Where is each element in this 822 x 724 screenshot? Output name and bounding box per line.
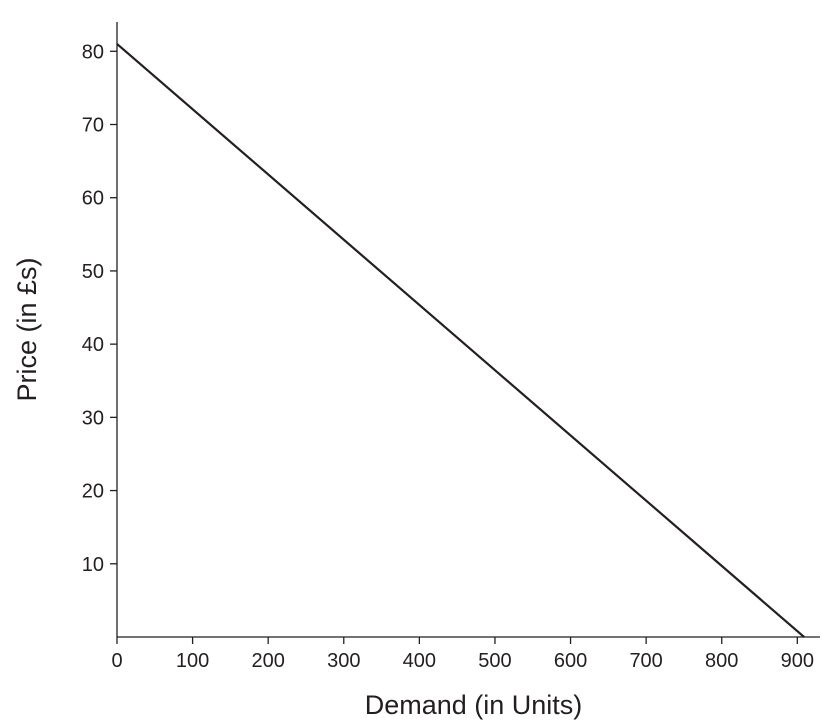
x-tick-label: 700 [629,650,662,672]
x-axis-ticks: 0 100 200 300 400 500 600 700 800 900 [111,637,814,672]
x-axis-title: Demand (in Units) [365,690,583,720]
x-tick-label: 900 [781,650,814,672]
x-tick-label: 0 [111,650,122,672]
y-tick-label: 80 [82,41,104,63]
x-tick-label: 500 [478,650,511,672]
demand-line [116,43,805,638]
y-axis-ticks: 10 20 30 40 50 60 70 80 [82,41,117,576]
series [116,43,805,638]
y-tick-label: 30 [82,407,104,429]
y-tick-label: 40 [82,334,104,356]
y-tick-label: 70 [82,115,104,137]
x-tick-label: 300 [327,650,360,672]
x-tick-label: 800 [705,650,738,672]
y-axis-title: Price (in £s) [12,257,42,401]
x-tick-label: 100 [176,650,209,672]
y-tick-label: 20 [82,481,104,503]
x-tick-label: 200 [251,650,284,672]
axes [116,22,820,638]
y-tick-label: 60 [82,188,104,210]
y-tick-label: 10 [82,554,104,576]
x-tick-label: 600 [554,650,587,672]
x-tick-label: 400 [403,650,436,672]
y-tick-label: 50 [82,261,104,283]
